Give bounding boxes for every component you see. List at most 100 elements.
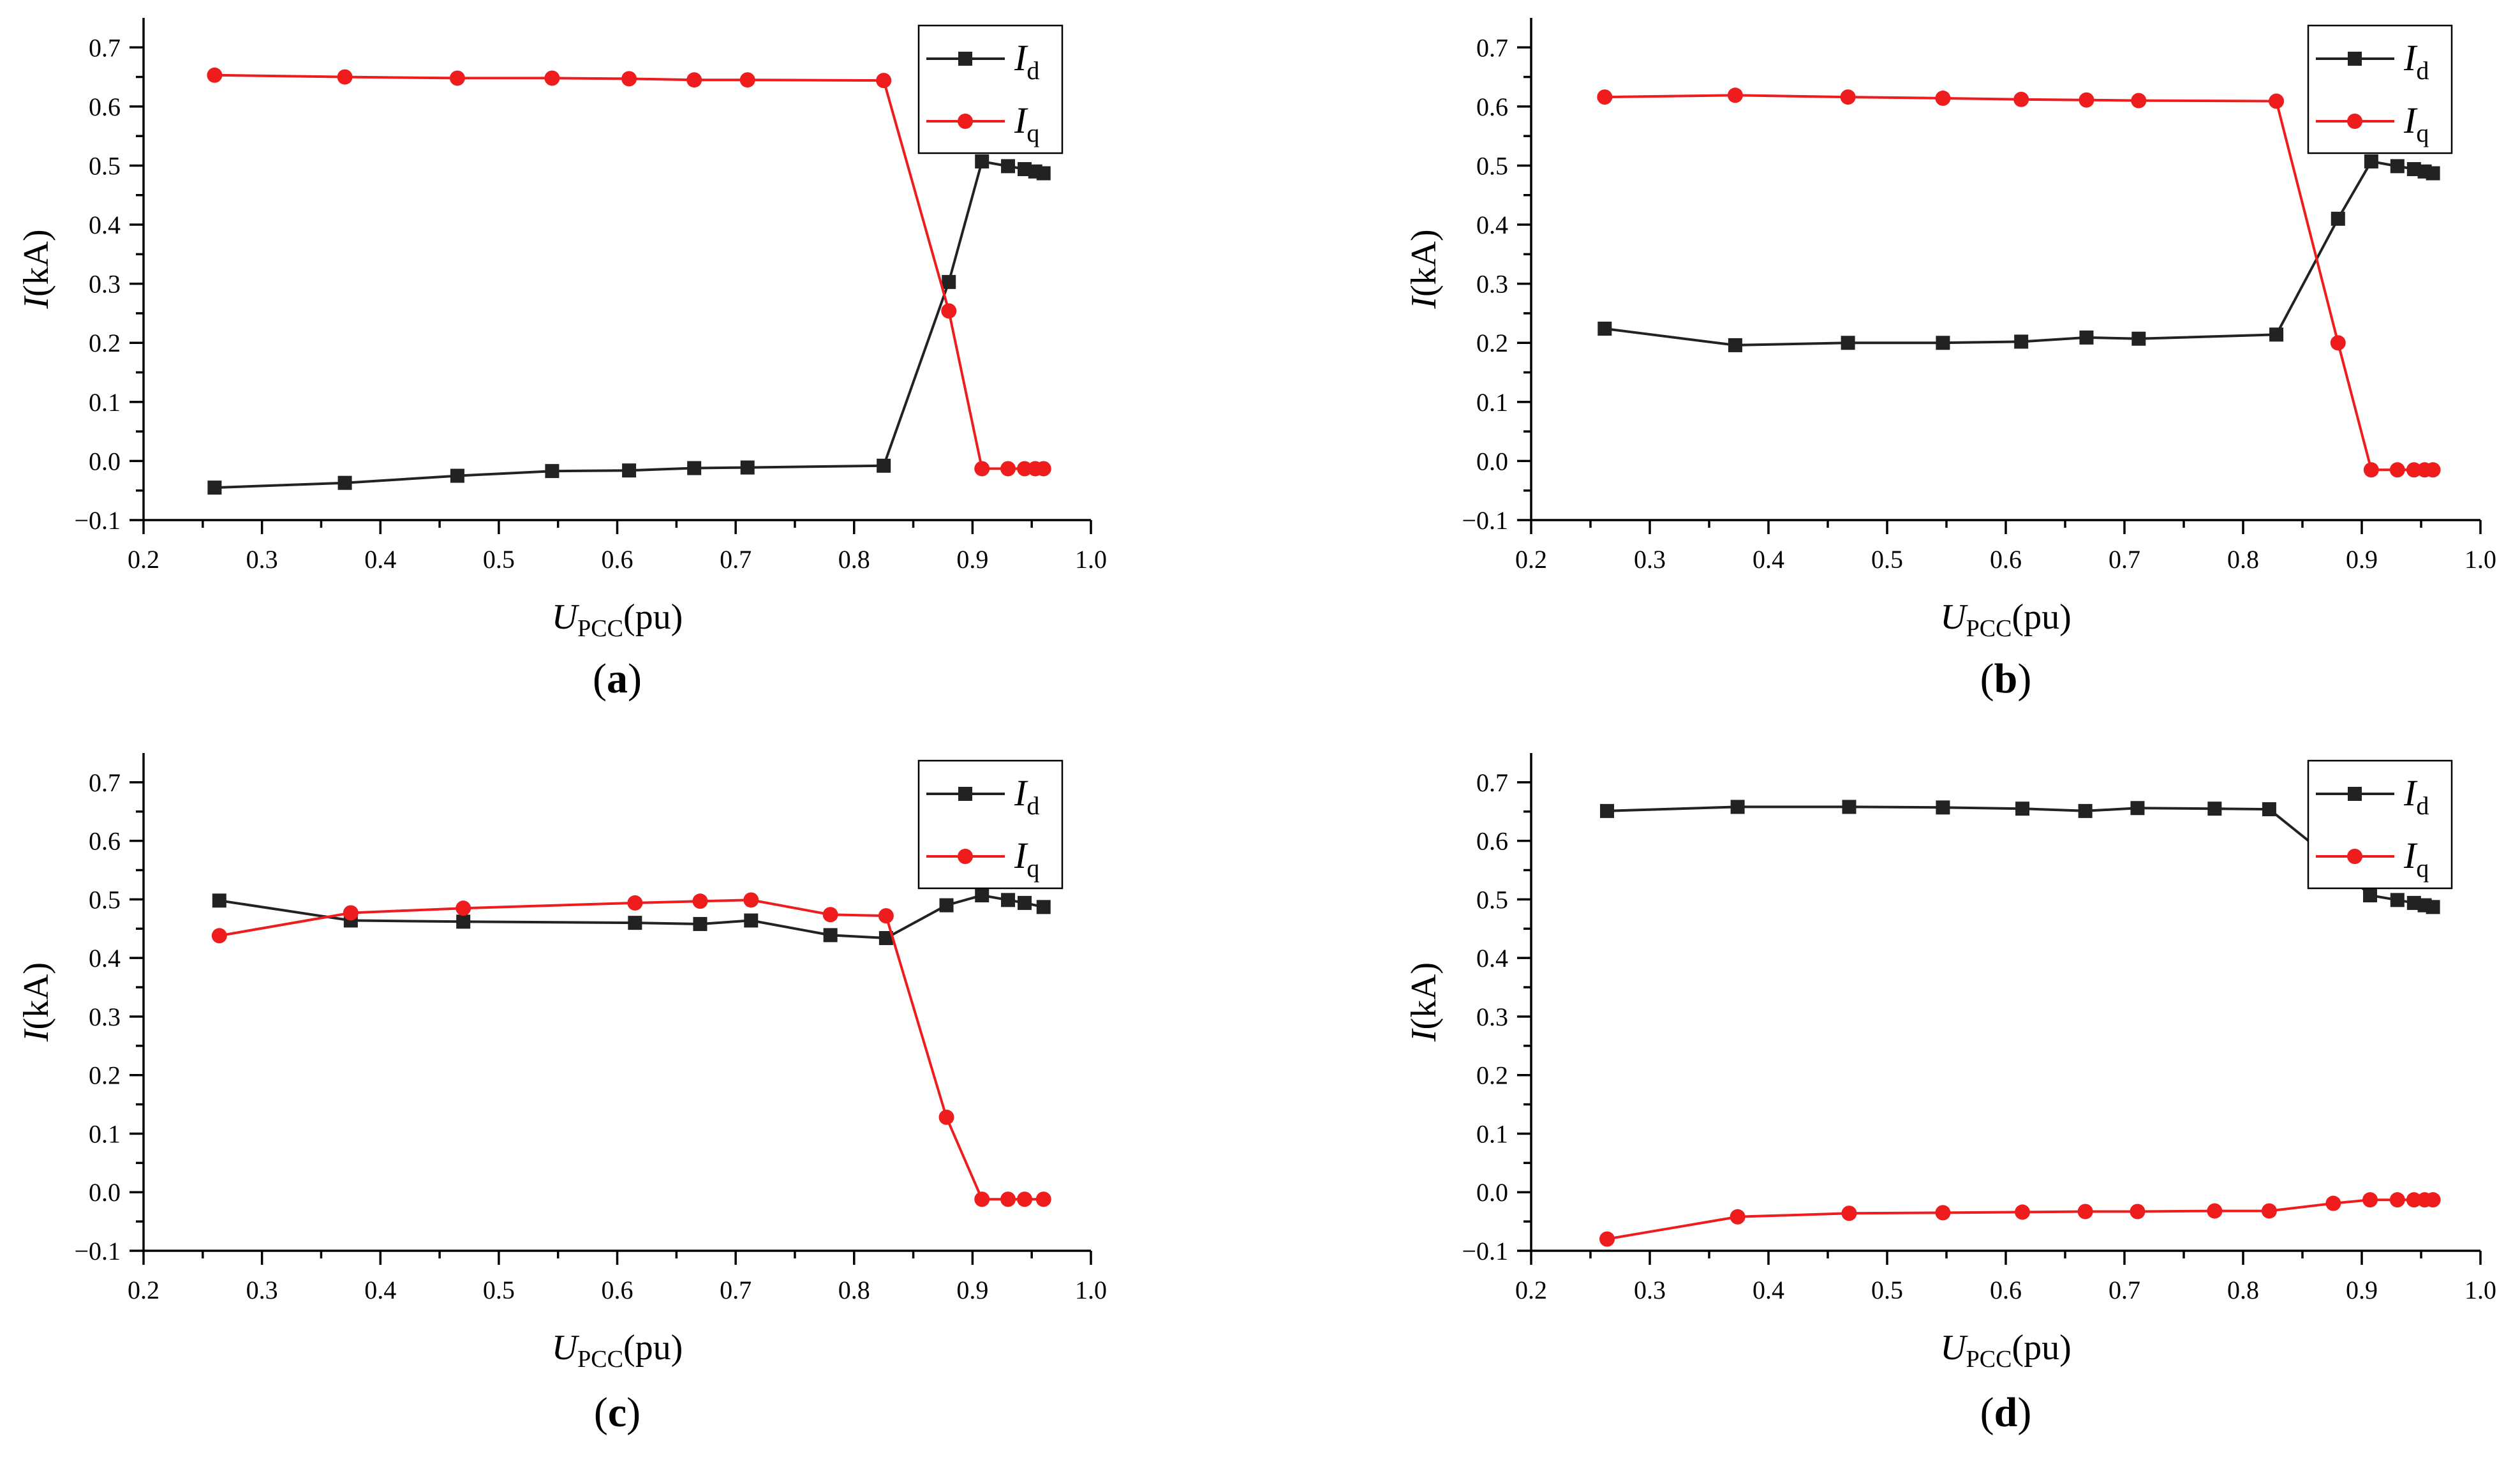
data-point-iq <box>938 1109 954 1125</box>
data-point-iq <box>1935 90 1951 106</box>
data-point-id <box>337 475 352 490</box>
x-tick-label: 0.5 <box>483 545 515 574</box>
x-tick-label: 0.8 <box>838 1276 870 1304</box>
data-point-id <box>2390 159 2405 174</box>
y-tick-label: 0.1 <box>1476 388 1508 417</box>
data-point-iq <box>2406 1192 2422 1208</box>
data-point-iq <box>2077 1204 2093 1220</box>
data-point-iq <box>621 71 637 87</box>
legend-label-id: Id <box>1014 772 1039 820</box>
x-tick-label: 0.7 <box>720 1276 752 1304</box>
data-point-iq <box>974 461 990 477</box>
y-axis-title: I(kA) <box>1404 229 1444 309</box>
data-point-id <box>622 463 637 478</box>
data-point-id <box>2426 166 2440 181</box>
data-point-iq <box>1841 1205 1857 1221</box>
data-point-id <box>1036 166 1051 181</box>
data-point-iq <box>2015 1204 2031 1220</box>
series-line-iq <box>219 899 1044 1201</box>
data-point-id <box>2363 888 2378 902</box>
y-tick-label: 0.1 <box>1476 1119 1508 1148</box>
chart-panel-b: 0.2 0.3 0.4 0.5 0.6 0.7 0.8 0.9 1.0 −0.1 0.0 0.1 0.2… <box>1404 18 2496 702</box>
data-point-iq <box>1935 1205 1951 1221</box>
data-point-iq <box>1017 461 1033 477</box>
data-point-iq <box>1035 1191 1051 1207</box>
chart-panel-c: 0.2 0.3 0.4 0.5 0.6 0.7 0.8 0.9 1.0 −0.1 0.0 0.1 0.2… <box>17 753 1107 1436</box>
data-point-iq <box>1599 1231 1615 1247</box>
data-point-iq <box>449 70 465 86</box>
x-tick-label: 0.9 <box>956 545 988 574</box>
data-point-iq <box>337 69 353 85</box>
x-tick-label: 0.3 <box>1634 1276 1666 1304</box>
data-point-iq <box>743 892 759 908</box>
x-tick-label: 0.5 <box>1871 1276 1903 1304</box>
y-tick-label: −0.1 <box>1462 506 1508 535</box>
data-point-id <box>823 928 838 943</box>
data-point-id <box>2079 330 2094 345</box>
y-tick-label: 0.2 <box>89 1061 121 1090</box>
data-point-id <box>1841 336 1855 350</box>
x-tick-label: 0.7 <box>2109 545 2140 574</box>
x-axis-title: UPCC(pu) <box>552 597 683 642</box>
data-point-iq <box>2362 1192 2378 1208</box>
y-tick-label: 0.0 <box>89 447 121 475</box>
y-tick-label: 0.3 <box>89 1003 121 1031</box>
y-tick-label: 0.3 <box>89 270 121 299</box>
legend-label-id: Id <box>2403 37 2429 85</box>
data-point-id <box>212 893 226 908</box>
data-point-id <box>2078 803 2093 818</box>
data-point-id <box>2426 900 2440 914</box>
y-tick-label: 0.4 <box>89 211 121 239</box>
data-point-iq <box>1597 89 1613 105</box>
data-point-iq <box>2269 93 2285 109</box>
legend-label-id: Id <box>2403 772 2429 820</box>
data-point-id <box>1018 895 1032 910</box>
data-point-id <box>2015 802 2030 816</box>
x-tick-label: 0.4 <box>1753 1276 1784 1304</box>
data-point-id <box>942 274 956 289</box>
data-point-id <box>456 914 471 929</box>
legend-marker-iq <box>2347 849 2362 864</box>
legend-marker-iq <box>958 849 973 864</box>
data-point-iq <box>544 70 560 86</box>
x-tick-label: 0.5 <box>483 1276 515 1304</box>
legend-label-iq: Iq <box>1014 835 1039 883</box>
y-tick-label: −0.1 <box>1462 1237 1508 1265</box>
data-point-iq <box>941 303 957 319</box>
x-axis-title: UPCC(pu) <box>552 1328 683 1373</box>
x-tick-label: 0.3 <box>246 1276 278 1304</box>
x-tick-label: 0.2 <box>1515 545 1547 574</box>
data-point-iq <box>1035 461 1051 477</box>
panel-label: (a) <box>593 655 642 702</box>
x-tick-label: 0.4 <box>1753 545 1784 574</box>
data-point-iq <box>1000 461 1016 477</box>
data-point-id <box>687 461 702 475</box>
data-point-iq <box>1000 1191 1016 1207</box>
data-point-id <box>1936 336 1950 350</box>
x-tick-label: 0.7 <box>2109 1276 2140 1304</box>
x-tick-label: 0.6 <box>602 545 634 574</box>
x-tick-label: 0.6 <box>1990 1276 2022 1304</box>
data-point-id <box>2331 211 2345 226</box>
x-tick-label: 0.2 <box>128 1276 159 1304</box>
y-tick-label: 0.5 <box>89 885 121 914</box>
data-point-iq <box>2261 1203 2277 1219</box>
x-tick-label: 0.2 <box>1515 1276 1547 1304</box>
y-tick-label: 0.6 <box>1476 93 1508 121</box>
data-point-id <box>2130 801 2145 816</box>
data-point-id <box>2014 334 2029 349</box>
legend-marker-id <box>958 52 972 66</box>
x-axis-title: UPCC(pu) <box>1940 597 2072 642</box>
data-point-id <box>744 913 759 928</box>
data-point-id <box>2131 331 2146 346</box>
data-point-iq <box>2079 92 2094 108</box>
data-point-id <box>628 916 642 930</box>
data-point-iq <box>211 928 227 944</box>
data-point-id <box>2406 895 2421 910</box>
legend-box <box>917 759 1064 890</box>
legend: Id Iq <box>917 24 1064 154</box>
y-tick-label: 0.0 <box>89 1178 121 1207</box>
data-point-iq <box>686 72 702 88</box>
data-point-id <box>2364 154 2378 168</box>
data-point-id <box>975 888 989 902</box>
